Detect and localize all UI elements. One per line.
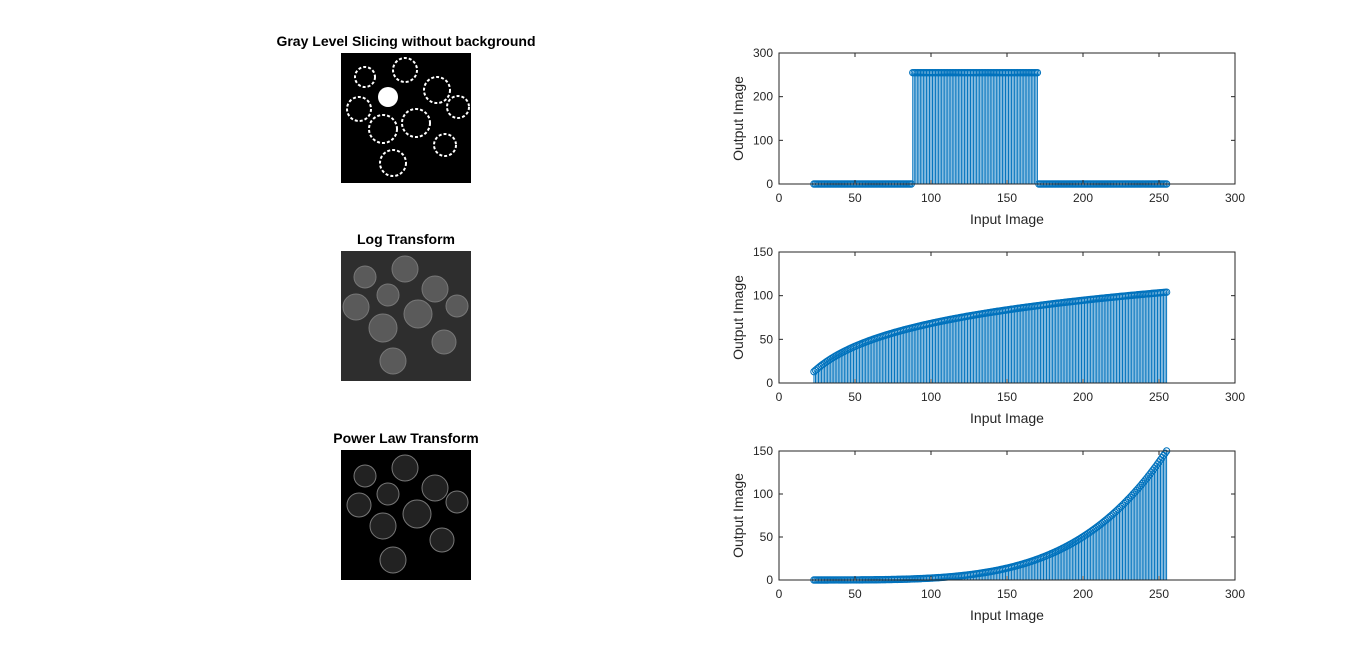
coins-slicing-image [341,53,471,183]
y-tick-label: 150 [753,444,773,458]
x-tick-label: 300 [1225,587,1245,601]
y-tick-label: 0 [766,177,773,191]
stem-plot-0: 0 50 100 150 200 250 300 0 100 200 300 Input Image O… [730,46,1245,227]
panel-title-log: Log Transform [356,231,455,247]
x-axis-label: Input Image [970,607,1044,623]
stem-marker [1033,68,1042,77]
y-tick-label: 300 [753,46,773,60]
stem-lines [912,72,1038,184]
y-tick-label: 100 [753,133,773,147]
x-tick-label: 300 [1225,191,1245,205]
y-axis-label: Output Image [730,473,746,558]
x-axis-label: Input Image [970,211,1044,227]
stem-plot-2: 0 50 100 150 200 250 300 0 50 100 150 Input Image Ou… [730,444,1245,623]
stem-markers [810,288,1171,376]
y-tick-label: 0 [766,376,773,390]
x-tick-label: 250 [1149,191,1169,205]
y-tick-label: 150 [753,245,773,259]
stem-marker [1162,288,1171,296]
x-tick-label: 200 [1073,587,1093,601]
x-tick-label: 100 [921,191,941,205]
y-tick-label: 100 [753,289,773,303]
x-tick-label: 150 [997,587,1017,601]
y-axis-label: Output Image [730,76,746,161]
y-tick-label: 200 [753,90,773,104]
stem-marker [1161,449,1169,457]
y-tick-label: 0 [766,573,773,587]
y-axis-label: Output Image [730,275,746,360]
y-tick-label: 50 [760,332,774,346]
y-tick-label: 50 [760,530,774,544]
y-tick-label: 100 [753,487,773,501]
x-axis-label: Input Image [970,410,1044,426]
x-tick-label: 150 [997,191,1017,205]
x-tick-label: 200 [1073,390,1093,404]
x-tick-label: 50 [848,390,862,404]
coins-power-image [341,450,471,580]
panel-title-power: Power Law Transform [333,430,479,446]
x-tick-label: 250 [1149,390,1169,404]
x-tick-label: 300 [1225,390,1245,404]
stem-plot-1: 0 50 100 150 200 250 300 0 50 100 150 Input Image Ou… [730,245,1245,426]
x-tick-label: 0 [776,191,783,205]
panel-title-slicing: Gray Level Slicing without background [276,33,536,49]
x-tick-label: 0 [776,587,783,601]
x-tick-label: 50 [848,191,862,205]
stem-lines [813,292,1168,383]
x-tick-label: 100 [921,390,941,404]
x-tick-label: 250 [1149,587,1169,601]
x-tick-label: 50 [848,587,862,601]
coins-log-image [341,251,471,381]
x-tick-label: 100 [921,587,941,601]
x-tick-label: 0 [776,390,783,404]
x-tick-label: 150 [997,390,1017,404]
x-tick-label: 200 [1073,191,1093,205]
